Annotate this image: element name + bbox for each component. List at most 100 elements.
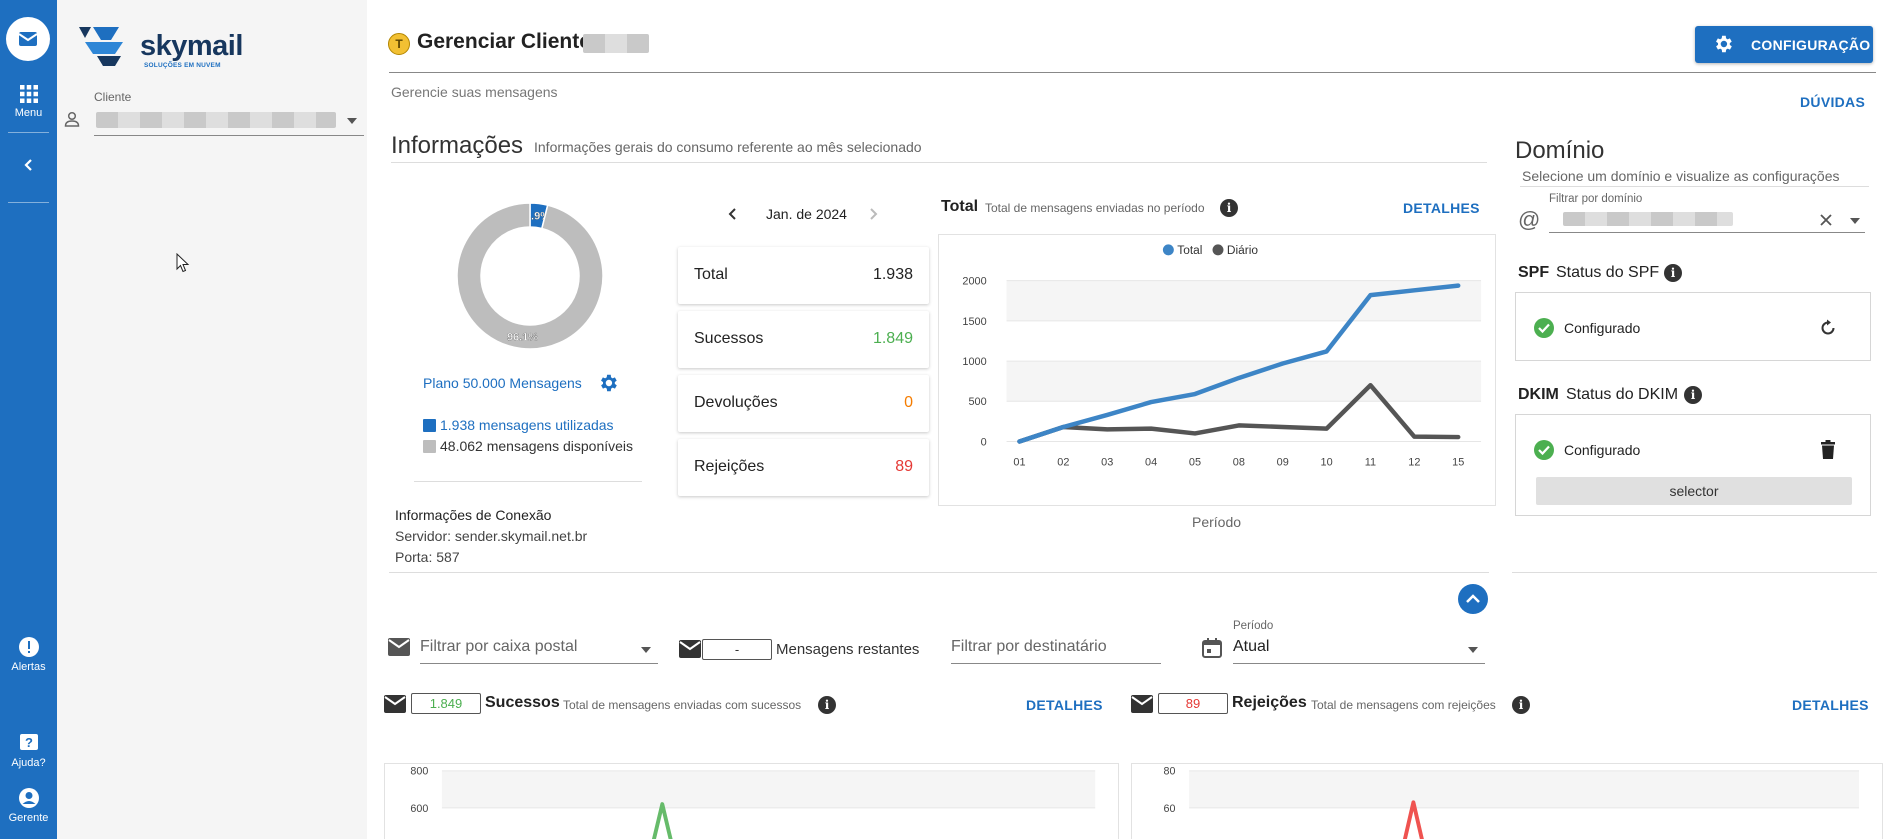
- mailbox-filter-placeholder: Filtrar por caixa postal: [420, 638, 578, 655]
- header-divider: [389, 72, 1876, 73]
- connection-title: Informações de Conexão: [395, 507, 552, 523]
- reject-count-box: 89: [1158, 693, 1228, 714]
- remaining-label: Mensagens restantes: [776, 641, 920, 658]
- donut-slice-label-1: 96.1%: [507, 332, 538, 344]
- selector-label: selector: [1669, 483, 1719, 499]
- x-tick-label: 05: [1189, 456, 1201, 468]
- reject-line-chart: 806040: [1131, 763, 1883, 839]
- stat-success-value: 1.849: [872, 330, 913, 347]
- next-month-chevron-icon[interactable]: [866, 207, 880, 221]
- trash-icon[interactable]: [1819, 440, 1837, 460]
- logo-text: skymail: [140, 30, 243, 62]
- selector-chip[interactable]: selector: [1536, 477, 1852, 505]
- spf-status-card: Configurado: [1515, 292, 1871, 361]
- reject-info-icon[interactable]: i: [1512, 696, 1530, 714]
- dkim-status-card: Configurado selector: [1515, 414, 1871, 516]
- x-tick-label: 15: [1452, 456, 1464, 468]
- reject-count: 89: [1185, 696, 1201, 711]
- month-label: Jan. de 2024: [766, 206, 847, 222]
- success-panel-description: Total de mensagens enviadas com sucessos: [563, 698, 802, 712]
- client-name-redacted: [583, 34, 649, 53]
- success-info-icon[interactable]: i: [818, 696, 836, 714]
- y-tick-label: 0: [981, 436, 987, 448]
- apps-grid-icon: [19, 85, 38, 103]
- period-select[interactable]: Atual: [1233, 634, 1485, 664]
- clear-icon[interactable]: [1819, 213, 1833, 227]
- gear-icon: [1716, 35, 1732, 53]
- recipient-filter-input[interactable]: Filtrar por destinatário: [951, 634, 1161, 664]
- usage-donut-chart: 3.9%96.1%: [456, 202, 604, 350]
- client-select[interactable]: [94, 108, 364, 136]
- client-avatar: T: [388, 33, 410, 55]
- prev-month-chevron-icon[interactable]: [726, 207, 740, 221]
- dropdown-arrow-icon[interactable]: [1849, 217, 1861, 225]
- section-divider: [389, 572, 1489, 573]
- total-chart-xlabel: Período: [1192, 514, 1242, 530]
- mailbox-filter-select[interactable]: Filtrar por caixa postal: [420, 634, 658, 664]
- series-line: [1402, 800, 1424, 839]
- x-tick-label: 03: [1101, 456, 1113, 468]
- y-tick-label: 60: [1164, 803, 1176, 815]
- dkim-title: Status do DKIM: [1566, 386, 1679, 403]
- domain-divider: [1520, 186, 1869, 187]
- menu-button[interactable]: Menu: [0, 84, 57, 119]
- domain-title: Domínio: [1515, 137, 1605, 164]
- domain-filter-input[interactable]: [1549, 207, 1865, 233]
- help-link[interactable]: DÚVIDAS: [1800, 94, 1866, 110]
- spf-title: Status do SPF: [1556, 264, 1660, 281]
- side-panel: skymail SOLUÇÕES EM NUVEM Cliente: [57, 0, 367, 839]
- config-button-label: CONFIGURAÇÃO: [1751, 37, 1871, 53]
- manager-button[interactable]: Gerente: [0, 787, 57, 824]
- legend-available-label: 48.062 mensagens disponíveis: [440, 438, 634, 454]
- help-button[interactable]: ? Ajuda?: [0, 732, 57, 769]
- total-chart-info-icon[interactable]: i: [1220, 199, 1238, 217]
- legend-label-diário: Diário: [1227, 243, 1258, 257]
- info-divider: [391, 162, 1487, 163]
- remaining-count: -: [734, 642, 740, 657]
- reject-details-link[interactable]: DETALHES: [1792, 697, 1869, 713]
- mail-icon: [18, 32, 38, 46]
- grid-band: [1006, 280, 1482, 321]
- reject-panel-description: Total de mensagens com rejeições: [1311, 698, 1496, 712]
- grid-band: [441, 770, 1096, 808]
- x-tick-label: 10: [1321, 456, 1333, 468]
- stat-reject-value: 89: [895, 458, 913, 475]
- spf-info-icon[interactable]: i: [1664, 264, 1682, 282]
- remaining-envelope-icon: [679, 640, 701, 658]
- grid-band: [1006, 361, 1482, 402]
- plan-settings-gear-icon[interactable]: [597, 372, 619, 394]
- check-circle-icon: [1534, 440, 1554, 460]
- x-tick-label: 12: [1408, 456, 1420, 468]
- alerts-button[interactable]: Alertas: [0, 636, 57, 673]
- legend-used: 1.938 mensagens utilizadas: [423, 417, 614, 433]
- success-line-chart: 800600400: [384, 763, 1119, 839]
- mail-app-button[interactable]: [6, 17, 50, 61]
- dkim-info-icon[interactable]: i: [1684, 386, 1702, 404]
- x-tick-label: 02: [1057, 456, 1069, 468]
- svg-text:?: ?: [25, 735, 33, 750]
- total-chart-details-link[interactable]: DETALHES: [1403, 200, 1480, 216]
- dropdown-arrow-icon: [1468, 647, 1478, 653]
- success-details-link[interactable]: DETALHES: [1026, 697, 1103, 713]
- skymail-logo: skymail SOLUÇÕES EM NUVEM: [77, 24, 277, 72]
- legend-marker-total: [1162, 244, 1174, 256]
- legend-used-label: 1.938 mensagens utilizadas: [440, 417, 614, 433]
- mailbox-envelope-icon: [388, 638, 410, 656]
- stat-total-value: 1.938: [872, 266, 913, 283]
- stat-bounce-label: Devoluções: [694, 394, 778, 411]
- collapse-button[interactable]: [0, 157, 57, 176]
- config-button[interactable]: CONFIGURAÇÃO: [1695, 26, 1873, 63]
- x-tick-label: 04: [1145, 456, 1157, 468]
- manager-label: Gerente: [8, 812, 49, 824]
- remaining-count-box: -: [702, 639, 772, 660]
- refresh-icon[interactable]: [1818, 318, 1838, 338]
- dropdown-arrow-icon: [347, 118, 357, 124]
- info-section-title: Informações: [391, 132, 524, 159]
- x-tick-label: 11: [1365, 456, 1376, 468]
- y-tick-label: 80: [1164, 766, 1176, 778]
- reject-panel-title: Rejeições: [1232, 694, 1307, 711]
- collapse-section-button[interactable]: [1458, 584, 1488, 614]
- rail-divider: [8, 202, 49, 203]
- x-tick-label: 09: [1277, 456, 1289, 468]
- plan-label[interactable]: Plano 50.000 Mensagens: [423, 375, 582, 391]
